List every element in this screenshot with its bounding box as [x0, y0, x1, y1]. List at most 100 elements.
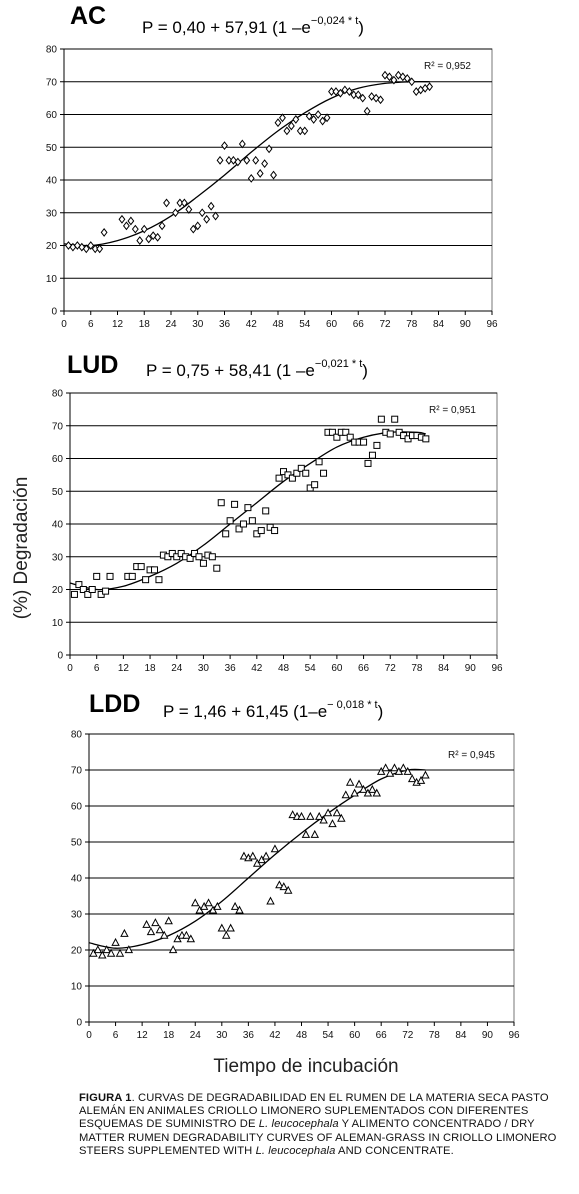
data-point-ldd	[164, 916, 173, 925]
data-point-lud	[222, 530, 230, 538]
x-tick-label-ac-36: 36	[219, 319, 231, 330]
data-point-ldd	[142, 919, 151, 928]
x-tick-label-lud-78: 78	[411, 663, 423, 674]
data-point-ac	[287, 121, 295, 131]
data-point-ac	[305, 111, 313, 121]
data-point-lud	[248, 517, 256, 525]
data-point-ac	[336, 88, 344, 98]
y-tick-label-ac-60: 60	[46, 110, 58, 121]
x-tick-label-ac-30: 30	[192, 319, 204, 330]
data-point-lud	[342, 428, 350, 436]
x-tick-label-ldd-24: 24	[190, 1030, 202, 1041]
r-squared-ac: R² = 0,952	[424, 61, 471, 72]
data-point-lud	[79, 586, 87, 593]
data-point-ac	[136, 236, 144, 246]
data-point-lud	[271, 527, 279, 535]
data-point-ac	[180, 198, 188, 208]
x-tick-label-ac-6: 6	[88, 319, 94, 330]
y-tick-label-ac-10: 10	[46, 274, 58, 285]
data-point-ldd	[306, 811, 315, 820]
data-point-ac	[91, 244, 99, 254]
x-tick-label-lud-60: 60	[331, 663, 343, 674]
y-tick-label-ac-20: 20	[46, 241, 58, 252]
data-point-ac	[234, 157, 242, 167]
y-tick-label-lud-10: 10	[52, 618, 64, 629]
data-point-ac	[238, 139, 246, 149]
data-point-ldd	[239, 851, 249, 860]
data-point-ldd	[270, 844, 280, 853]
data-point-lud	[213, 564, 221, 572]
caption-label: FIGURA 1	[79, 1092, 132, 1104]
data-point-ac	[319, 116, 327, 126]
data-point-ldd	[222, 930, 231, 939]
x-tick-label-lud-72: 72	[385, 663, 397, 674]
data-point-ac	[247, 173, 255, 183]
x-tick-label-lud-66: 66	[358, 663, 370, 674]
data-point-lud	[320, 469, 328, 477]
data-point-ldd	[186, 934, 196, 943]
data-point-lud	[235, 525, 243, 533]
data-point-lud	[137, 563, 145, 571]
x-axis-label: Tiempo de incubación	[213, 1056, 398, 1077]
data-point-ac	[345, 87, 353, 96]
data-point-ldd	[297, 811, 306, 820]
data-point-ac	[350, 90, 358, 100]
data-point-ac	[145, 234, 153, 244]
y-tick-label-lud-80: 80	[52, 389, 64, 400]
data-point-ac	[279, 113, 286, 123]
x-tick-label-lud-0: 0	[67, 663, 73, 674]
data-point-lud	[422, 435, 430, 443]
x-tick-label-ldd-54: 54	[323, 1030, 335, 1041]
data-point-ac	[198, 208, 206, 218]
x-tick-label-ac-66: 66	[353, 319, 365, 330]
data-point-ac	[252, 155, 260, 165]
data-point-ldd	[93, 945, 103, 954]
data-point-lud	[311, 481, 319, 489]
equation-suffix-lud: )	[362, 361, 368, 380]
x-tick-label-ac-48: 48	[272, 319, 284, 330]
x-tick-label-ldd-12: 12	[137, 1030, 149, 1041]
y-tick-label-lud-60: 60	[52, 454, 64, 465]
data-point-ac	[283, 126, 291, 136]
data-point-lud	[275, 474, 283, 482]
x-tick-label-lud-48: 48	[278, 663, 290, 674]
data-point-ldd	[115, 948, 125, 957]
data-point-lud	[239, 520, 247, 528]
x-tick-label-ldd-96: 96	[508, 1030, 520, 1041]
equation-lud: P = 0,75 + 58,41 (1 –e−0,021 * t)	[146, 358, 368, 380]
equation-exponent-ldd: − 0,018 * t	[327, 699, 377, 711]
data-point-lud	[186, 554, 194, 562]
data-point-ldd	[151, 918, 160, 927]
chart-title-ldd: LDD	[89, 690, 140, 718]
x-tick-label-ldd-42: 42	[269, 1030, 281, 1041]
equation-prefix-ac: P = 0,40 + 57,91 (1 –e	[142, 18, 311, 37]
caption-text-2: Y ALIMENTO CONCENTRADO / DRY MATTER RUME…	[79, 1118, 557, 1157]
x-tick-label-lud-42: 42	[251, 663, 263, 674]
data-point-ac	[212, 211, 220, 221]
data-point-ldd	[323, 808, 333, 817]
data-point-ac	[265, 144, 273, 154]
x-tick-label-ac-42: 42	[246, 319, 258, 330]
data-point-ac	[87, 241, 95, 250]
data-point-ac	[270, 170, 277, 180]
data-point-ldd	[155, 925, 165, 934]
data-point-ac	[310, 114, 318, 124]
x-tick-label-ldd-18: 18	[163, 1030, 175, 1041]
y-tick-label-ldd-20: 20	[71, 946, 83, 957]
data-point-ac	[140, 224, 148, 234]
data-point-ac	[372, 93, 380, 103]
data-point-ac	[296, 126, 304, 136]
data-point-ac	[225, 155, 233, 165]
data-point-lud	[195, 553, 203, 561]
data-point-lud	[142, 576, 150, 584]
data-point-lud	[106, 572, 114, 580]
y-tick-label-lud-40: 40	[52, 520, 64, 531]
caption-species-1: L. leucocephala	[258, 1118, 339, 1131]
equation-prefix-lud: P = 0,75 + 58,41 (1 –e	[146, 361, 315, 380]
data-point-ac	[158, 221, 166, 231]
data-point-lud	[293, 469, 301, 477]
x-tick-label-ac-54: 54	[299, 319, 311, 330]
data-point-ac	[403, 74, 411, 83]
data-point-ac	[127, 216, 135, 226]
data-point-ldd	[146, 927, 156, 936]
